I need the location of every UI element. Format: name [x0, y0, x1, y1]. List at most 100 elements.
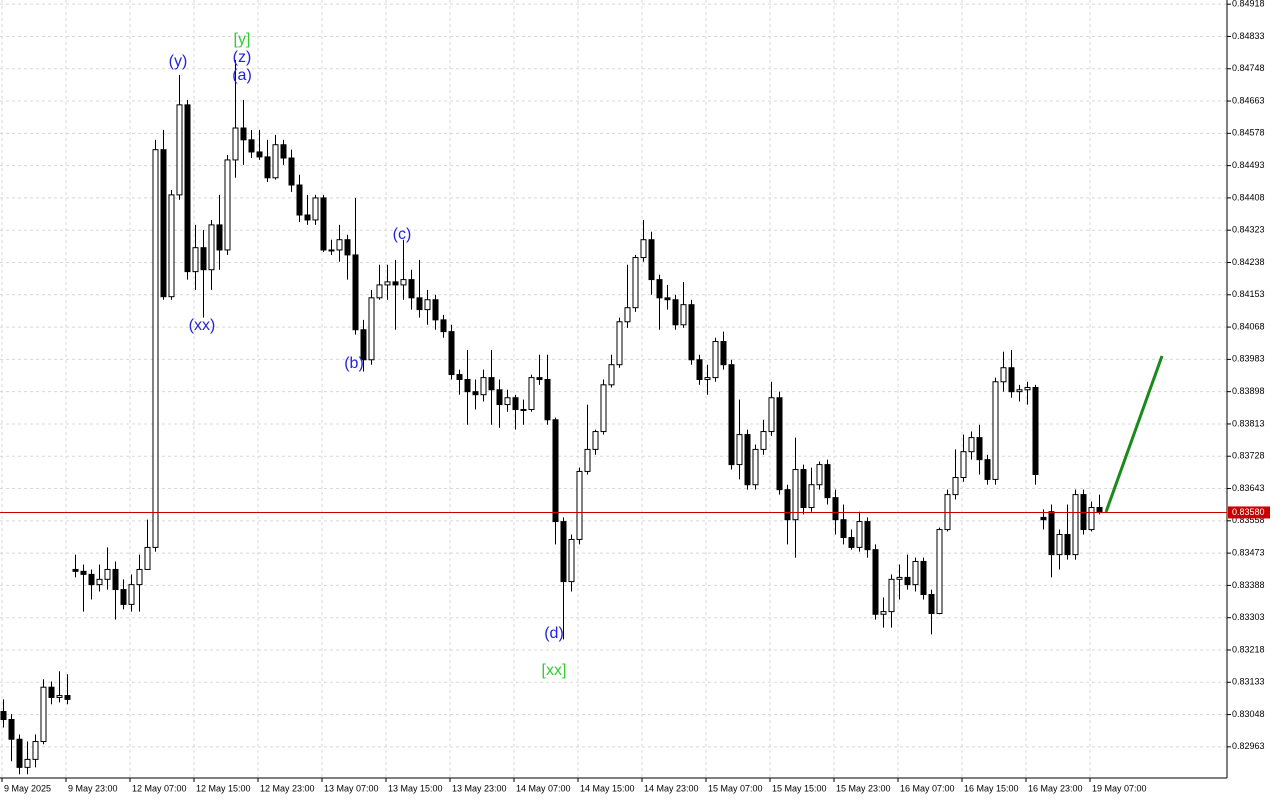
- candle-body: [664, 297, 671, 301]
- candle-body: [576, 470, 583, 540]
- candle-body: [344, 239, 351, 256]
- candle-body: [216, 224, 223, 251]
- candle-body: [312, 197, 319, 221]
- candle-body: [256, 151, 263, 158]
- candle-body: [1032, 386, 1039, 475]
- candle-body: [568, 538, 575, 583]
- candle-body: [624, 307, 631, 323]
- x-tick-label: 16 May 07:00: [900, 783, 955, 793]
- candle-body: [952, 477, 959, 496]
- y-tick-label: 0.84323: [1232, 225, 1265, 235]
- y-tick-label: 0.83558: [1232, 515, 1265, 525]
- candle-body: [240, 127, 247, 141]
- x-tick-label: 12 May 07:00: [132, 783, 187, 793]
- candle-body: [1096, 507, 1103, 513]
- candle-body: [984, 459, 991, 480]
- candle-body: [1088, 507, 1095, 531]
- candle-body: [64, 695, 71, 700]
- candle-body: [232, 127, 239, 161]
- y-tick-label: 0.83388: [1232, 580, 1265, 590]
- y-tick-label: 0.84918: [1232, 0, 1265, 9]
- candle-body: [400, 279, 407, 286]
- candle-body: [96, 578, 103, 586]
- y-tick-label: 0.82963: [1232, 741, 1265, 751]
- x-tick-label: 15 May 15:00: [772, 783, 827, 793]
- x-tick-label: 13 May 07:00: [324, 783, 379, 793]
- x-tick-label: 15 May 07:00: [708, 783, 763, 793]
- candle-body: [160, 149, 167, 298]
- y-tick-label: 0.83728: [1232, 451, 1265, 461]
- candle-body: [1048, 511, 1055, 556]
- candle-body: [184, 104, 191, 273]
- candle-body: [1008, 367, 1015, 393]
- candle-body: [384, 281, 391, 286]
- candle-body: [856, 521, 863, 548]
- candle-body: [1024, 386, 1031, 391]
- candle-body: [704, 377, 711, 381]
- candle-body: [336, 239, 343, 251]
- candle-body: [40, 686, 47, 743]
- y-tick-label: 0.84833: [1232, 31, 1265, 41]
- candle-body: [864, 521, 871, 551]
- x-tick-label: 14 May 07:00: [516, 783, 571, 793]
- candle-body: [1072, 494, 1079, 556]
- candle-body: [784, 489, 791, 521]
- candle-body: [320, 197, 327, 251]
- candle-body: [744, 434, 751, 486]
- candle-body: [632, 257, 639, 309]
- candle-body: [512, 397, 519, 411]
- wave-label: [y]: [234, 31, 251, 48]
- candle-body: [560, 521, 567, 583]
- candle-body: [208, 224, 215, 271]
- candle-body: [696, 359, 703, 381]
- x-tick-label: 9 May 2025: [4, 783, 51, 793]
- candle-body: [432, 299, 439, 321]
- y-tick-label: 0.83473: [1232, 547, 1265, 557]
- x-tick-label: 13 May 23:00: [452, 783, 507, 793]
- x-tick-label: 15 May 23:00: [836, 783, 891, 793]
- candle-body: [824, 464, 831, 499]
- candle-body: [152, 149, 159, 548]
- candle-body: [8, 718, 15, 740]
- wave-label: (b): [344, 355, 364, 372]
- candle-body: [456, 374, 463, 381]
- candle-body: [616, 321, 623, 366]
- y-tick-label: 0.84663: [1232, 95, 1265, 105]
- candle-body: [520, 409, 527, 412]
- grid: [0, 0, 1227, 778]
- candle-body: [816, 464, 823, 486]
- candle-body: [168, 194, 175, 298]
- candle-body: [128, 584, 135, 605]
- candle-body: [144, 546, 151, 570]
- wave-label: (xx): [189, 317, 216, 334]
- candle-body: [328, 249, 335, 252]
- candle-body: [1040, 516, 1047, 521]
- y-tick-label: 0.84578: [1232, 128, 1265, 138]
- current-price-label: 0.83580: [1232, 507, 1265, 517]
- x-tick-label: 14 May 23:00: [644, 783, 699, 793]
- candle-body: [600, 384, 607, 433]
- candle-body: [936, 529, 943, 615]
- candle-body: [976, 437, 983, 461]
- y-tick-label: 0.84748: [1232, 63, 1265, 73]
- candle-body: [104, 568, 111, 580]
- y-tick-label: 0.84153: [1232, 289, 1265, 299]
- candle-body: [1056, 533, 1063, 556]
- candle-body: [912, 560, 919, 586]
- candle-body: [656, 279, 663, 299]
- candle-body: [368, 297, 375, 361]
- candle-body: [752, 448, 759, 486]
- candle-body: [464, 379, 471, 393]
- candle-body: [416, 297, 423, 311]
- y-tick-label: 0.83133: [1232, 677, 1265, 687]
- candle-body: [224, 159, 231, 251]
- x-tick-label: 13 May 15:00: [388, 783, 443, 793]
- candle-body: [808, 484, 815, 509]
- candle-body: [376, 284, 383, 299]
- y-tick-label: 0.83643: [1232, 483, 1265, 493]
- candle-body: [136, 568, 143, 586]
- candle-body: [688, 304, 695, 361]
- candle-body: [552, 419, 559, 523]
